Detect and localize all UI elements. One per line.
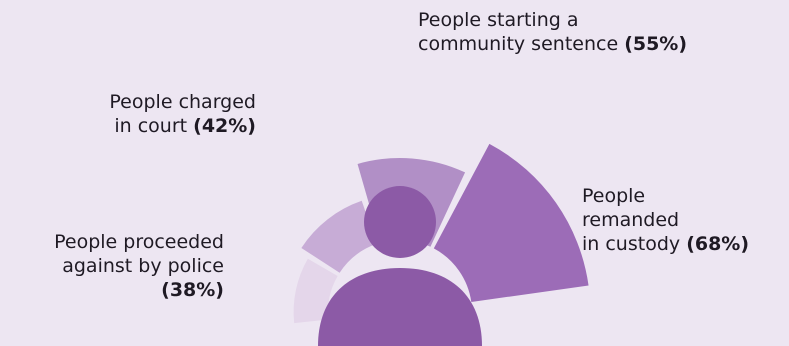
- label-police: People proceeded against by police (38%): [54, 231, 224, 301]
- person-body: [318, 268, 482, 346]
- value-court: (42%): [193, 115, 256, 137]
- label-community: People starting a community sentence (55…: [418, 9, 688, 55]
- person-head: [364, 186, 436, 258]
- label-custody: People remanded in custody (68%): [582, 185, 750, 255]
- label-court: People charged in court (42%): [109, 91, 256, 137]
- value-community: (55%): [624, 33, 688, 55]
- value-custody: (68%): [686, 233, 750, 255]
- segment-court: [301, 200, 377, 273]
- person-silhouette-icon: [318, 186, 482, 346]
- value-police: (38%): [161, 279, 224, 301]
- segment-custody: [433, 143, 589, 302]
